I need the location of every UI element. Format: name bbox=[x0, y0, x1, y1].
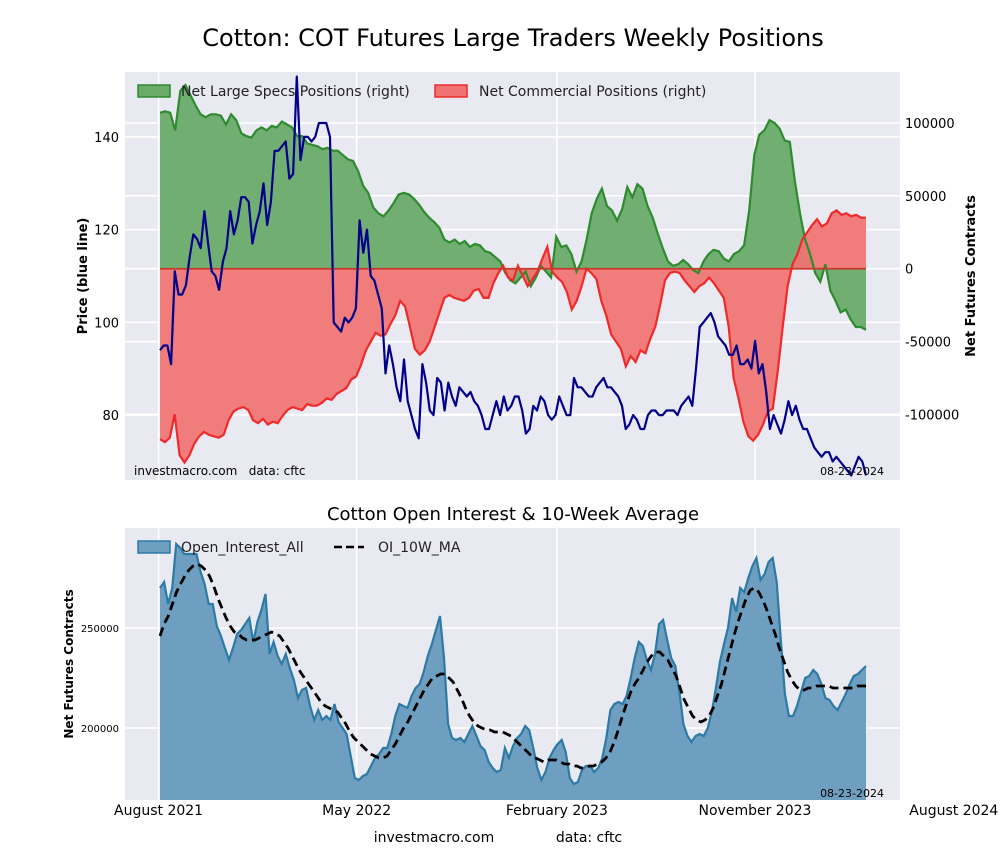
top-chart-series bbox=[159, 75, 868, 477]
net-tick-label-2: 0 bbox=[905, 263, 913, 278]
net-tick-label-4: 100000 bbox=[905, 117, 955, 132]
top-legend: Net Large Specs Positions (right) Net Co… bbox=[137, 84, 706, 100]
net-tick-label-3: 50000 bbox=[905, 190, 946, 205]
footer-source: investmacro.com bbox=[374, 830, 494, 846]
price-tick-label-0: 80 bbox=[102, 409, 119, 424]
date-tick-label-2: February 2023 bbox=[506, 803, 608, 819]
price-line bbox=[159, 75, 868, 477]
top-right-axis-ticks: -100000 -50000 0 50000 100000 bbox=[905, 117, 959, 423]
bottom-chart-series bbox=[158, 541, 867, 800]
legend-swatch-specs bbox=[137, 84, 171, 98]
specs-line bbox=[159, 83, 867, 331]
top-left-axis-ticks: 80 100 120 140 bbox=[94, 131, 119, 424]
price-tick-label-3: 140 bbox=[94, 131, 119, 146]
bottom-x-axis-ticks: August 2021 May 2022 February 2023 November… bbox=[114, 803, 998, 819]
net-tick-label-0: -100000 bbox=[905, 408, 959, 423]
date-tick-label-3: November 2023 bbox=[699, 803, 812, 819]
moving-average-line bbox=[158, 562, 866, 770]
net-tick-label-1: -50000 bbox=[905, 336, 951, 351]
bottom-date-annotation: 08-23-2024 bbox=[820, 787, 884, 800]
oi-chart-title: Cotton Open Interest & 10-Week Average bbox=[327, 504, 699, 525]
top-left-axis-label: Price (blue line) bbox=[76, 218, 91, 335]
open-interest-area bbox=[160, 544, 866, 800]
date-tick-label-4: August 2024 bbox=[909, 803, 998, 819]
commercials-area bbox=[160, 210, 866, 463]
oi-tick-label-1: 250000 bbox=[81, 624, 119, 635]
date-tick-label-0: August 2021 bbox=[114, 803, 203, 819]
legend-label-specs: Net Large Specs Positions (right) bbox=[181, 84, 410, 100]
footer-data: data: cftc bbox=[556, 830, 622, 846]
oi-tick-label-0: 200000 bbox=[81, 724, 119, 735]
legend-swatch-open-interest bbox=[137, 540, 171, 554]
bottom-left-axis-ticks: 200000 250000 bbox=[81, 624, 119, 735]
top-source-annotation: investmacro.com data: cftc bbox=[134, 464, 306, 478]
legend-label-open-interest: Open_Interest_All bbox=[181, 540, 304, 556]
price-tick-label-2: 120 bbox=[94, 224, 119, 239]
legend-swatch-commercials bbox=[434, 84, 468, 98]
top-date-annotation: 08-23-2024 bbox=[820, 465, 884, 478]
bottom-left-axis-label: Net Futures Contracts bbox=[62, 589, 76, 738]
page-title: Cotton: COT Futures Large Traders Weekly… bbox=[202, 24, 823, 52]
bottom-legend: Open_Interest_All OI_10W_MA bbox=[137, 540, 461, 556]
legend-label-moving-average: OI_10W_MA bbox=[378, 540, 461, 556]
date-tick-label-1: May 2022 bbox=[322, 803, 391, 819]
top-right-axis-label: Net Futures Contracts bbox=[964, 195, 979, 357]
price-tick-label-1: 100 bbox=[94, 316, 119, 331]
open-interest-line bbox=[159, 541, 867, 786]
commercials-line bbox=[159, 209, 866, 465]
legend-label-commercials: Net Commercial Positions (right) bbox=[479, 84, 706, 100]
